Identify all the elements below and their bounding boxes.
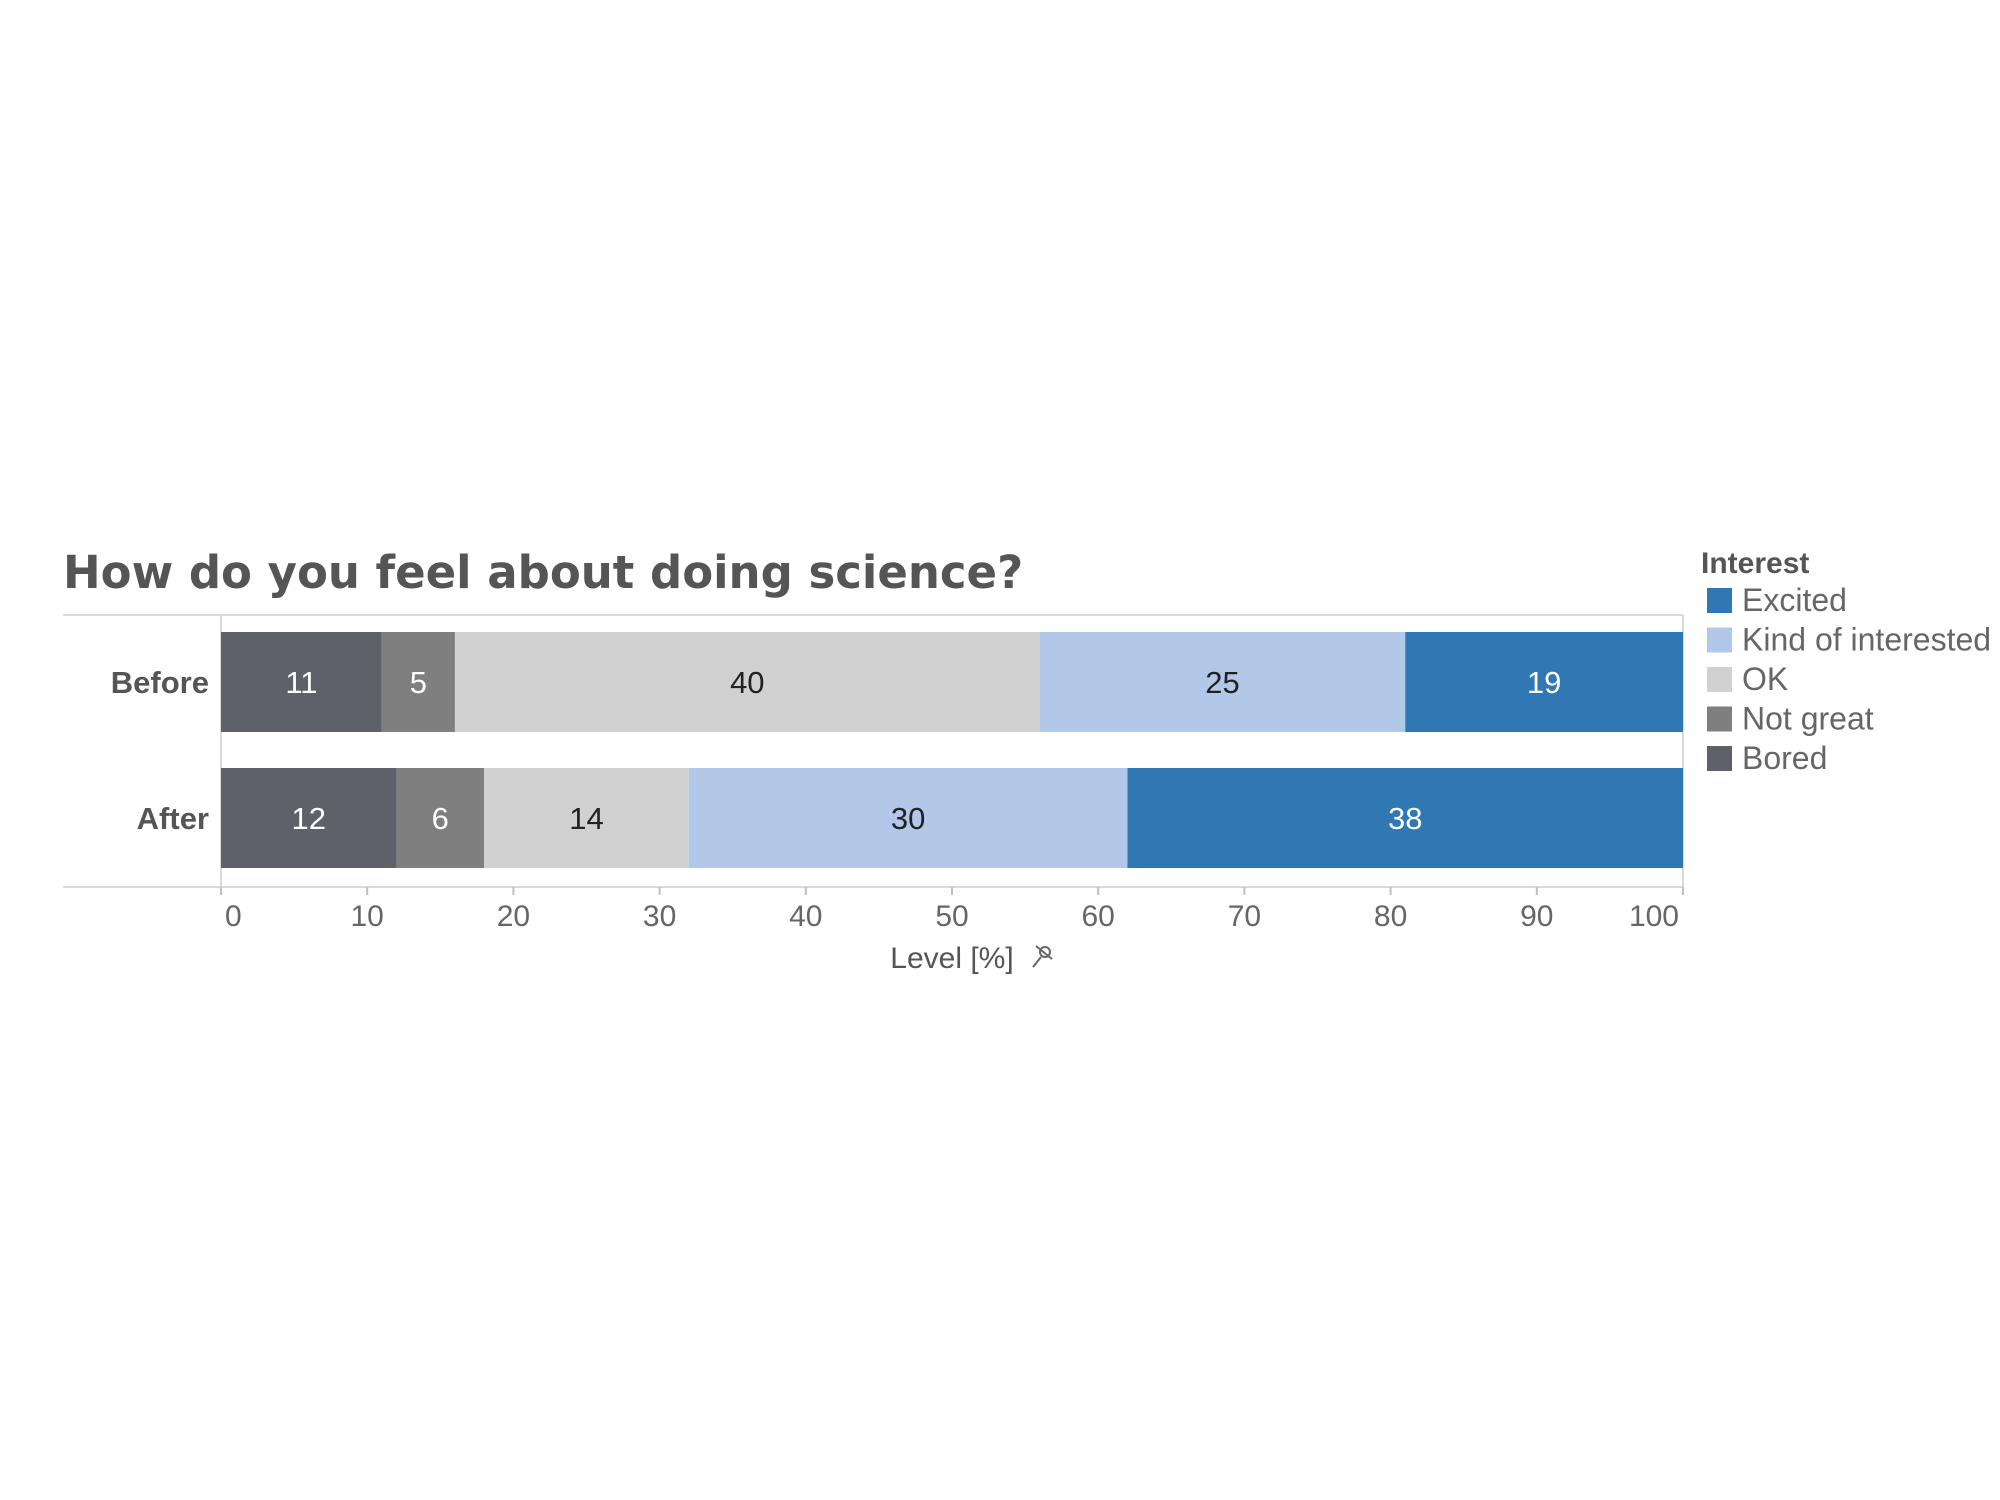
category-label-after: After	[137, 801, 209, 836]
data-label-before-bored: 11	[285, 665, 317, 700]
data-label-after-not-great: 6	[432, 801, 449, 836]
x-tick-label: 0	[225, 900, 242, 933]
legend-label-kind-of-interested[interactable]: Kind of interested	[1742, 622, 1991, 658]
x-tick-label: 60	[1082, 900, 1115, 933]
chart-title: How do you feel about doing science?	[63, 546, 1023, 599]
x-tick-label: 90	[1520, 900, 1553, 933]
bar-after-excited[interactable]	[1127, 768, 1683, 868]
data-label-before-excited: 19	[1527, 665, 1561, 700]
data-label-before-kind-of-interested: 25	[1205, 665, 1239, 700]
legend-title: Interest	[1701, 547, 1809, 580]
bar-after-bored[interactable]	[221, 768, 397, 868]
legend-label-bored[interactable]: Bored	[1742, 740, 1827, 776]
data-label-after-excited: 38	[1388, 801, 1422, 836]
legend-label-excited[interactable]: Excited	[1742, 582, 1847, 618]
legend-swatch-excited[interactable]	[1707, 588, 1732, 613]
legend-label-not-great[interactable]: Not great	[1742, 701, 1874, 737]
bar-after-not-great[interactable]	[396, 768, 485, 868]
data-label-after-ok: 14	[569, 801, 603, 836]
legend-swatch-kind-of-interested[interactable]	[1707, 627, 1732, 653]
x-tick-label: 10	[351, 900, 384, 933]
x-tick-label: 70	[1228, 900, 1261, 933]
data-label-before-ok: 40	[730, 665, 764, 700]
legend-swatch-ok[interactable]	[1707, 667, 1732, 692]
bar-before-kind-of-interested[interactable]	[1039, 632, 1406, 732]
x-axis-title: Level [%]	[890, 942, 1013, 975]
x-tick-label: 30	[643, 900, 676, 933]
x-axis: 0 10 20 30 40 50 60 70 80 90 100	[220, 887, 1684, 933]
x-tick-label: 20	[497, 900, 530, 933]
x-tick-label: 40	[789, 900, 822, 933]
x-tick-label: 100	[1629, 900, 1679, 933]
x-tick-label: 80	[1374, 900, 1407, 933]
bars: 11 5 40 25 19 12 6 14 30 38	[221, 632, 1683, 868]
legend-label-ok[interactable]: OK	[1742, 661, 1788, 697]
data-label-before-not-great: 5	[410, 665, 427, 700]
bar-after-kind-of-interested[interactable]	[688, 768, 1128, 868]
data-label-after-bored: 12	[291, 801, 325, 836]
bar-before-ok[interactable]	[454, 632, 1040, 732]
bar-before-bored[interactable]	[221, 632, 382, 732]
data-label-after-kind-of-interested: 30	[891, 801, 925, 836]
bar-before-excited[interactable]	[1405, 632, 1683, 732]
category-label-before: Before	[111, 665, 209, 700]
category-labels: Before After	[111, 665, 209, 836]
bar-before-not-great[interactable]	[381, 632, 455, 732]
bar-after-ok[interactable]	[484, 768, 689, 868]
pin-icon[interactable]	[1032, 945, 1053, 968]
x-tick-label: 50	[935, 900, 968, 933]
x-axis-title-group: Level [%]	[890, 942, 1053, 975]
legend-swatch-bored[interactable]	[1707, 746, 1732, 771]
legend-swatch-not-great[interactable]	[1707, 706, 1732, 732]
